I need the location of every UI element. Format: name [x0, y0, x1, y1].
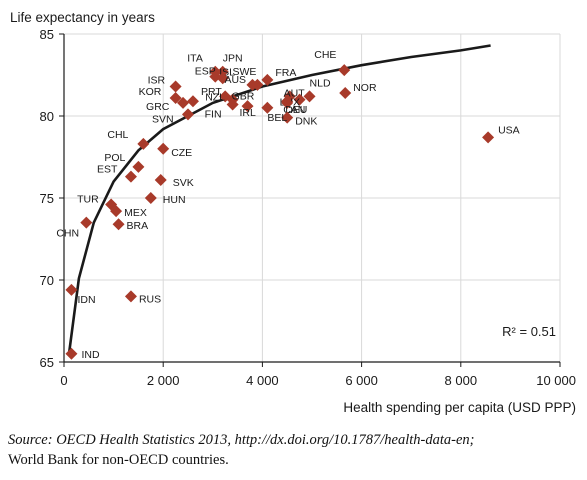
point-label-rus: RUS — [139, 293, 161, 305]
point-marker-swe — [251, 78, 264, 91]
point-label-mex: MEX — [124, 207, 147, 219]
point-label-irl: IRL — [240, 107, 257, 119]
point-marker-usa — [482, 131, 495, 144]
x-tick-label: 0 — [60, 373, 67, 388]
point-label-hun: HUN — [163, 194, 186, 206]
chart-area: 65 70 75 80 85 0 2 000 4 000 6 000 8 000 10 000 Lif… — [10, 10, 576, 415]
x-tick-label: 4 000 — [246, 373, 279, 388]
point-marker-hun — [144, 192, 157, 204]
point-marker-fin — [226, 98, 239, 111]
point-marker-mex — [110, 205, 123, 218]
point-label-fra: FRA — [275, 67, 296, 79]
y-tick-label: 85 — [40, 27, 54, 42]
scatter-chart: 65 70 75 80 85 0 2 000 4 000 6 000 8 000 10 000 Lif… — [10, 10, 576, 415]
point-marker-grc — [177, 96, 190, 109]
y-axis-title: Life expectancy in years — [10, 10, 155, 25]
point-label-aus: AUS — [224, 74, 246, 86]
point-label-deu: DEU — [285, 104, 307, 116]
point-label-kor: KOR — [139, 86, 162, 98]
point-label-fin: FIN — [205, 109, 222, 121]
trend-line — [67, 44, 491, 354]
point-marker-idn — [65, 283, 78, 296]
point-label-ita: ITA — [187, 53, 203, 65]
point-marker-nld — [303, 90, 316, 103]
point-marker-bra — [112, 218, 125, 231]
x-tick-label: 2 000 — [147, 373, 180, 388]
point-marker-dnk — [281, 111, 294, 124]
point-marker-jpn — [216, 65, 229, 78]
point-label-prt: PRT — [201, 86, 222, 98]
point-label-bel: BEL — [267, 112, 287, 124]
point-label-svk: SVK — [173, 177, 194, 189]
point-marker-kor — [169, 91, 182, 104]
point-label-nor: NOR — [353, 82, 377, 94]
point-marker-svk — [154, 173, 167, 186]
y-tick-label: 65 — [40, 355, 54, 370]
source-note: Source: OECD Health Statistics 2013, htt… — [8, 430, 583, 470]
point-label-tur: TUR — [77, 194, 99, 206]
y-tick-label: 80 — [40, 109, 54, 124]
point-marker-rus — [124, 290, 137, 303]
point-marker-isr — [169, 80, 182, 93]
point-marker-irl — [241, 100, 254, 113]
y-tick-label: 70 — [40, 273, 54, 288]
source-line-1: Source: OECD Health Statistics 2013, htt… — [8, 430, 583, 450]
point-label-isr: ISR — [148, 74, 166, 86]
point-label-svn: SVN — [152, 113, 174, 125]
point-label-esp: ESP — [195, 65, 216, 77]
point-label-nld: NLD — [310, 77, 331, 89]
point-marker-nor — [339, 87, 352, 100]
point-marker-cze — [157, 142, 170, 155]
point-label-jpn: JPN — [223, 53, 243, 65]
x-tick-label: 10 000 — [536, 373, 576, 388]
y-tick-label: 75 — [40, 191, 54, 206]
point-marker-fra — [261, 73, 274, 86]
point-label-ind: IND — [81, 349, 100, 361]
point-label-swe: SWE — [232, 66, 256, 78]
point-label-chn: CHN — [56, 228, 79, 240]
source-text: OECD Health Statistics 2013, http://dx.d… — [56, 432, 475, 448]
point-label-idn: IDN — [77, 294, 95, 306]
point-label-pol: POL — [104, 152, 125, 164]
x-tick-label: 6 000 — [345, 373, 378, 388]
point-label-gbr: GBR — [232, 91, 255, 103]
point-label-chl: CHL — [107, 129, 128, 141]
point-marker-chl — [137, 137, 150, 150]
point-label-dnk: DNK — [295, 116, 317, 128]
source-label: Source: — [8, 432, 53, 448]
point-marker-ind — [65, 347, 78, 360]
x-tick-label: 8 000 — [445, 373, 478, 388]
point-marker-est — [124, 170, 137, 183]
point-label-nzl: NZL — [205, 91, 225, 103]
point-marker-chn — [80, 216, 93, 229]
point-marker-deu — [281, 96, 294, 109]
point-marker-svn — [182, 108, 194, 121]
point-label-grc: GRC — [146, 101, 170, 113]
point-marker-esp — [216, 72, 229, 85]
point-label-che: CHE — [314, 49, 336, 61]
point-marker-prt — [186, 95, 199, 108]
point-label-usa: USA — [498, 124, 520, 136]
point-marker-pol — [132, 160, 145, 173]
point-marker-lux — [293, 93, 306, 106]
x-axis-title: Health spending per capita (USD PPP) — [343, 400, 576, 415]
point-label-cze: CZE — [171, 147, 192, 159]
point-marker-che — [338, 64, 351, 77]
point-label-est: EST — [97, 164, 118, 176]
point-marker-bel — [261, 101, 274, 114]
point-label-bra: BRA — [127, 220, 149, 232]
r-squared-annotation: R² = 0.51 — [502, 324, 556, 339]
source-line-2: World Bank for non-OECD countries. — [8, 452, 229, 468]
